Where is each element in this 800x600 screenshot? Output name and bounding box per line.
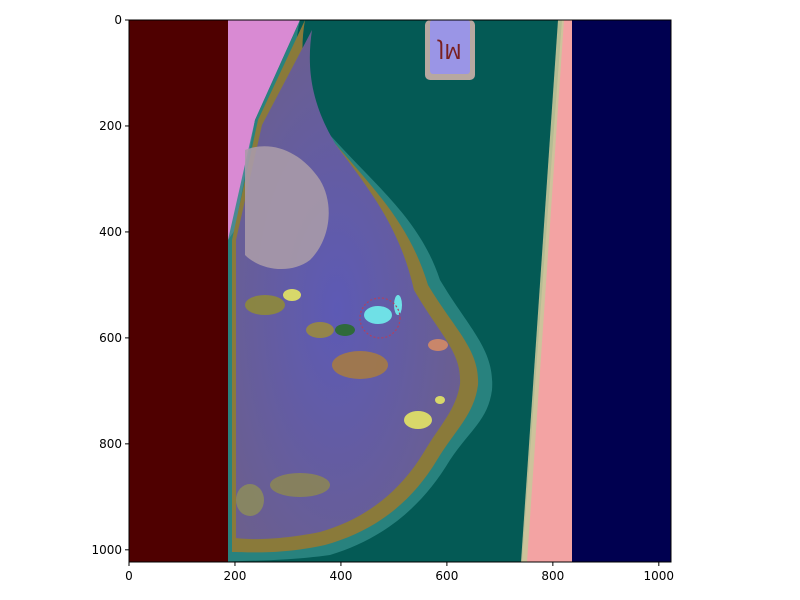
- tissue-patch: [306, 322, 334, 338]
- upper-left-region: [228, 20, 300, 240]
- y-tick-label: 1000: [91, 543, 122, 557]
- tissue-patch: [245, 295, 285, 315]
- strip-edge: [521, 20, 564, 562]
- upper-tissue: [245, 146, 329, 270]
- lesion-spot: [394, 295, 402, 315]
- y-tick-label: 400: [99, 225, 122, 239]
- y-tick-label: 200: [99, 119, 122, 133]
- nodule: [428, 339, 448, 351]
- tissue-patch: [236, 484, 264, 516]
- highlight-spot: [283, 289, 301, 301]
- right-band: [572, 20, 671, 562]
- highlight-spot: [435, 396, 445, 404]
- x-tick-label: 800: [541, 569, 564, 583]
- x-tick-label: 1000: [644, 569, 675, 583]
- tissue-patch: [332, 351, 388, 379]
- axes-frame: [128, 19, 672, 563]
- marker-text: JM: [436, 39, 461, 63]
- x-tick-label: 200: [224, 569, 247, 583]
- y-axis: 0 200 400 600 800 1000: [91, 13, 129, 557]
- left-band: [129, 20, 228, 562]
- nodule: [335, 324, 355, 336]
- marker-inner: [430, 20, 470, 74]
- x-tick-label: 400: [329, 569, 352, 583]
- x-tick-label: 600: [435, 569, 458, 583]
- y-tick-label: 600: [99, 331, 122, 345]
- y-tick-label: 800: [99, 437, 122, 451]
- tissue-patch: [270, 473, 330, 497]
- x-tick-label: 0: [125, 569, 133, 583]
- lesion-ring: [359, 297, 401, 339]
- y-tick-label: 0: [114, 13, 122, 27]
- lesion-spot: [364, 306, 392, 324]
- x-axis: 0 200 400 600 800 1000: [125, 562, 674, 583]
- image-panel: JM: [129, 20, 671, 562]
- highlight-spot: [404, 411, 432, 429]
